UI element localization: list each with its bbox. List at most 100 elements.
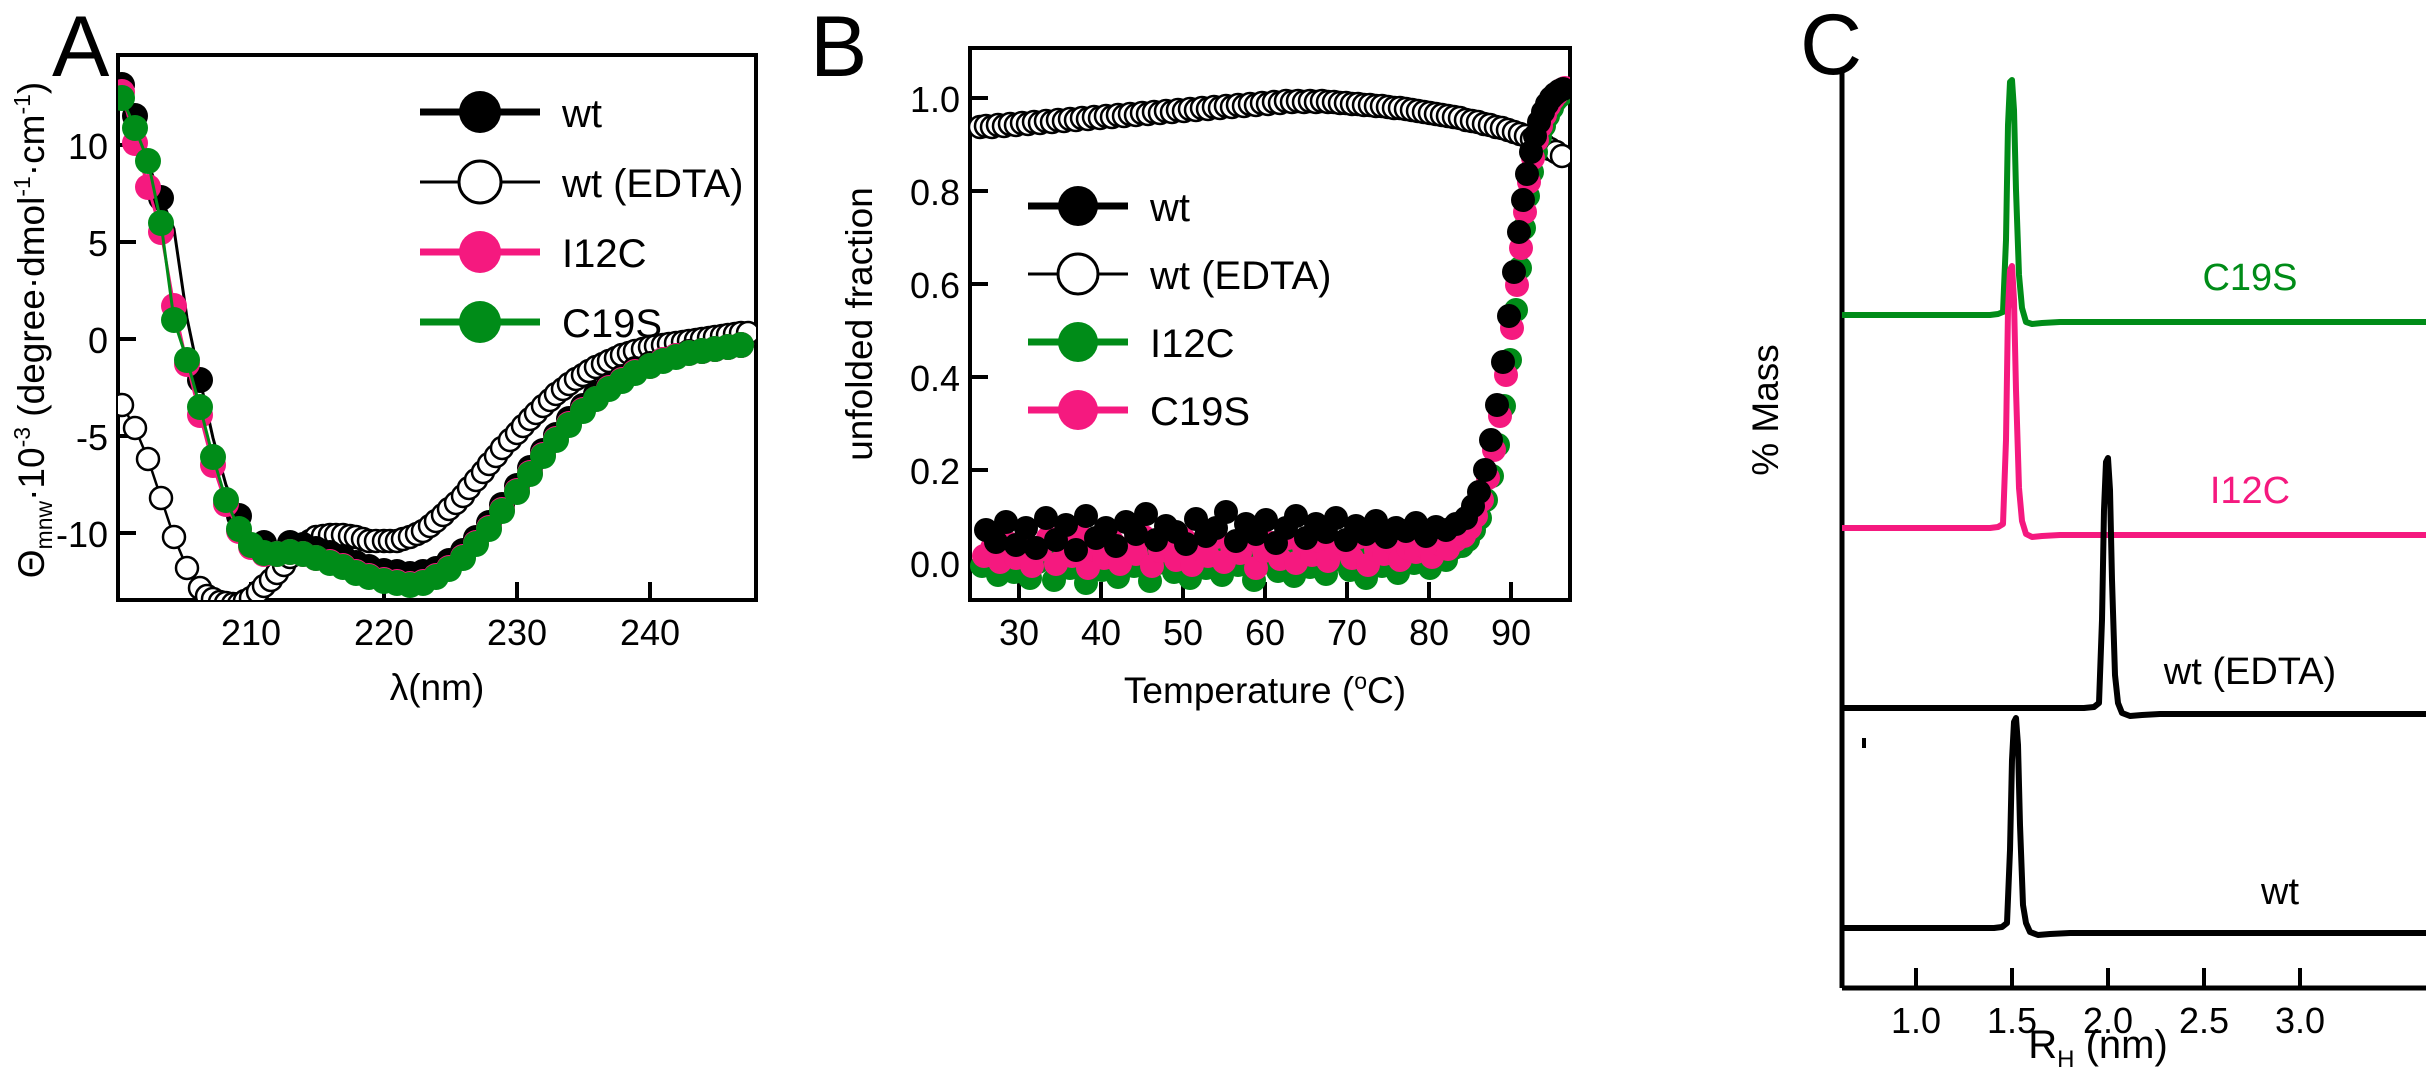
legend-item-wt-edta[interactable]: wt (EDTA) <box>420 159 743 206</box>
legend-item-wt-b[interactable]: wt <box>1028 186 1190 230</box>
legend-item-c19s[interactable]: C19S <box>420 301 662 346</box>
panel-a-xtick-2: 230 <box>487 612 547 653</box>
legend-label-wt-b: wt <box>1149 186 1190 230</box>
panel-a: A 10 5 0 -5 -10 <box>0 0 810 1073</box>
panel-a-ytick-2: 0 <box>88 320 108 361</box>
series-c19s-b <box>972 76 1570 580</box>
panel-b-xtick-0: 30 <box>999 612 1039 653</box>
panel-c-xtick-4: 3.0 <box>2275 1000 2325 1041</box>
panel-c-xaxis-title-main: R <box>2028 1023 2058 1067</box>
panel-b-chart: 1.0 0.8 0.6 0.4 0.2 0.0 30 40 50 <box>839 46 1572 711</box>
trace-i12c: I12C <box>1842 263 2426 540</box>
panel-b-xtick-6: 90 <box>1491 612 1531 653</box>
trace-label-wt-edta: wt (EDTA) <box>2163 651 2336 693</box>
panel-a-y-ticklabels: 10 5 0 -5 -10 <box>56 126 108 555</box>
panel-b-xaxis-title: Temperature (oC) <box>1124 668 1406 711</box>
panel-b-ytick-0: 1.0 <box>910 79 960 120</box>
legend-marker-filled-circle <box>459 91 501 133</box>
panel-a-xtick-1: 220 <box>354 612 414 653</box>
panel-b-x-ticklabels: 30 40 50 60 70 80 90 <box>999 612 1531 653</box>
panel-c-xtick-2: 2.0 <box>2083 1000 2133 1041</box>
panel-a-x-ticks <box>249 582 652 600</box>
legend-item-i12c[interactable]: I12C <box>420 231 647 276</box>
panel-a-y-ticks <box>118 143 136 535</box>
panel-a-ytick-3: -5 <box>76 417 108 458</box>
panel-a-xtick-0: 210 <box>221 612 281 653</box>
trace-label-wt: wt <box>2260 871 2299 913</box>
svg-text:Θmnw·10-3 (degree·dmol-1·cm-1): Θmnw·10-3 (degree·dmol-1·cm-1) <box>9 82 57 579</box>
panel-c-chart: 1.0 1.5 2.0 2.5 3.0 % Mass C19S I12C <box>1745 68 2426 1041</box>
panel-b-x-ticks <box>1017 582 1513 600</box>
panel-c: C 1.0 1.5 2.0 2.5 3.0 <box>1650 0 2426 1073</box>
panel-c-xaxis-title-rest: (nm) <box>2074 1023 2168 1067</box>
trace-wt: wt <box>1842 715 2426 938</box>
panel-c-xtick-0: 1.0 <box>1891 1000 1941 1041</box>
legend-marker-filled-circle <box>1058 186 1098 226</box>
panel-b-ytick-3: 0.4 <box>910 358 960 399</box>
trace-artifact-tick <box>1862 738 1866 748</box>
panel-b-letter: B <box>810 0 868 95</box>
trace-wt-edta: wt (EDTA) <box>1842 455 2426 748</box>
series-wt-b <box>974 77 1570 562</box>
panel-a-legend: wt wt (EDTA) I12C C19S <box>420 91 743 346</box>
panel-a-data <box>118 72 756 600</box>
panel-c-xaxis-title-sub: H <box>2057 1046 2075 1073</box>
panel-c-x-ticks <box>1914 968 2302 988</box>
panel-b-ytick-4: 0.2 <box>910 451 960 492</box>
panel-a-ytick-4: -10 <box>56 514 108 555</box>
legend-label-wt: wt <box>561 92 602 136</box>
legend-marker-filled-circle <box>1058 390 1098 430</box>
panel-b-ytick-5: 0.0 <box>910 544 960 585</box>
series-wt-edta-b <box>970 88 1570 169</box>
panel-c-xtick-3: 2.5 <box>2179 1000 2229 1041</box>
svg-text:% Mass: % Mass <box>1745 344 1786 476</box>
svg-text:unfolded fraction: unfolded fraction <box>839 187 880 461</box>
trace-label-c19s: C19S <box>2202 257 2297 299</box>
panel-a-xtick-3: 240 <box>620 612 680 653</box>
legend-label-wt-edta: wt (EDTA) <box>561 162 743 206</box>
legend-label-c19s-b: C19S <box>1150 390 1250 434</box>
panel-a-letter: A <box>52 0 110 95</box>
panel-b-xtick-1: 40 <box>1081 612 1121 653</box>
panel-a-x-ticklabels: 210 220 230 240 <box>221 612 680 653</box>
trace-label-i12c: I12C <box>2210 470 2290 512</box>
panel-b-ytick-1: 0.8 <box>910 172 960 213</box>
panel-c-yaxis-title: % Mass <box>1745 344 1786 476</box>
legend-marker-filled-circle <box>459 301 501 343</box>
panel-c-x-ticklabels: 1.0 1.5 2.0 2.5 3.0 <box>1891 1000 2325 1041</box>
panel-b-xtick-3: 60 <box>1245 612 1285 653</box>
panel-a-xaxis-title: λ(nm) <box>390 667 485 708</box>
panel-b-xtick-4: 70 <box>1327 612 1367 653</box>
panel-a-ytick-1: 5 <box>88 223 108 264</box>
legend-label-wt-edta-b: wt (EDTA) <box>1149 254 1331 298</box>
legend-marker-filled-circle <box>459 231 501 273</box>
legend-marker-open-circle <box>457 159 503 205</box>
panel-b-xtick-2: 50 <box>1163 612 1203 653</box>
panel-b-legend: wt wt (EDTA) I12C C19S <box>1028 186 1331 434</box>
panel-a-chart: 10 5 0 -5 -10 210 220 230 240 λ(nm <box>9 53 758 708</box>
legend-item-c19s-b[interactable]: C19S <box>1028 390 1250 434</box>
legend-label-i12c-b: I12C <box>1150 322 1235 366</box>
panel-b-data <box>970 76 1570 595</box>
panel-b-y-ticks <box>970 96 988 565</box>
legend-item-wt-edta-b[interactable]: wt (EDTA) <box>1028 252 1331 298</box>
panel-b-xtick-5: 80 <box>1409 612 1449 653</box>
panel-b-plot-frame <box>968 46 1572 602</box>
panel-b-y-ticklabels: 1.0 0.8 0.6 0.4 0.2 0.0 <box>910 79 960 585</box>
legend-marker-open-circle <box>1056 252 1100 296</box>
legend-label-c19s: C19S <box>562 302 662 346</box>
panel-b-yaxis-title: unfolded fraction <box>839 187 880 461</box>
legend-item-wt[interactable]: wt <box>420 91 602 136</box>
panel-c-xaxis-title: RH (nm) <box>1650 1025 2426 1080</box>
panel-b-ytick-2: 0.6 <box>910 265 960 306</box>
legend-label-i12c: I12C <box>562 232 647 276</box>
trace-c19s: C19S <box>1842 77 2426 327</box>
panel-c-xtick-1: 1.5 <box>1987 1000 2037 1041</box>
legend-item-i12c-b[interactable]: I12C <box>1028 322 1235 366</box>
panel-a-ytick-0: 10 <box>68 126 108 167</box>
panel-a-yaxis-title: Θmnw·10-3 (degree·dmol-1·cm-1) <box>9 82 57 579</box>
series-c19s <box>118 85 755 598</box>
panel-c-letter: C <box>1800 0 1863 93</box>
panel-b: B 1.0 0.8 0.6 0.4 0.2 0.0 <box>810 0 1650 1073</box>
